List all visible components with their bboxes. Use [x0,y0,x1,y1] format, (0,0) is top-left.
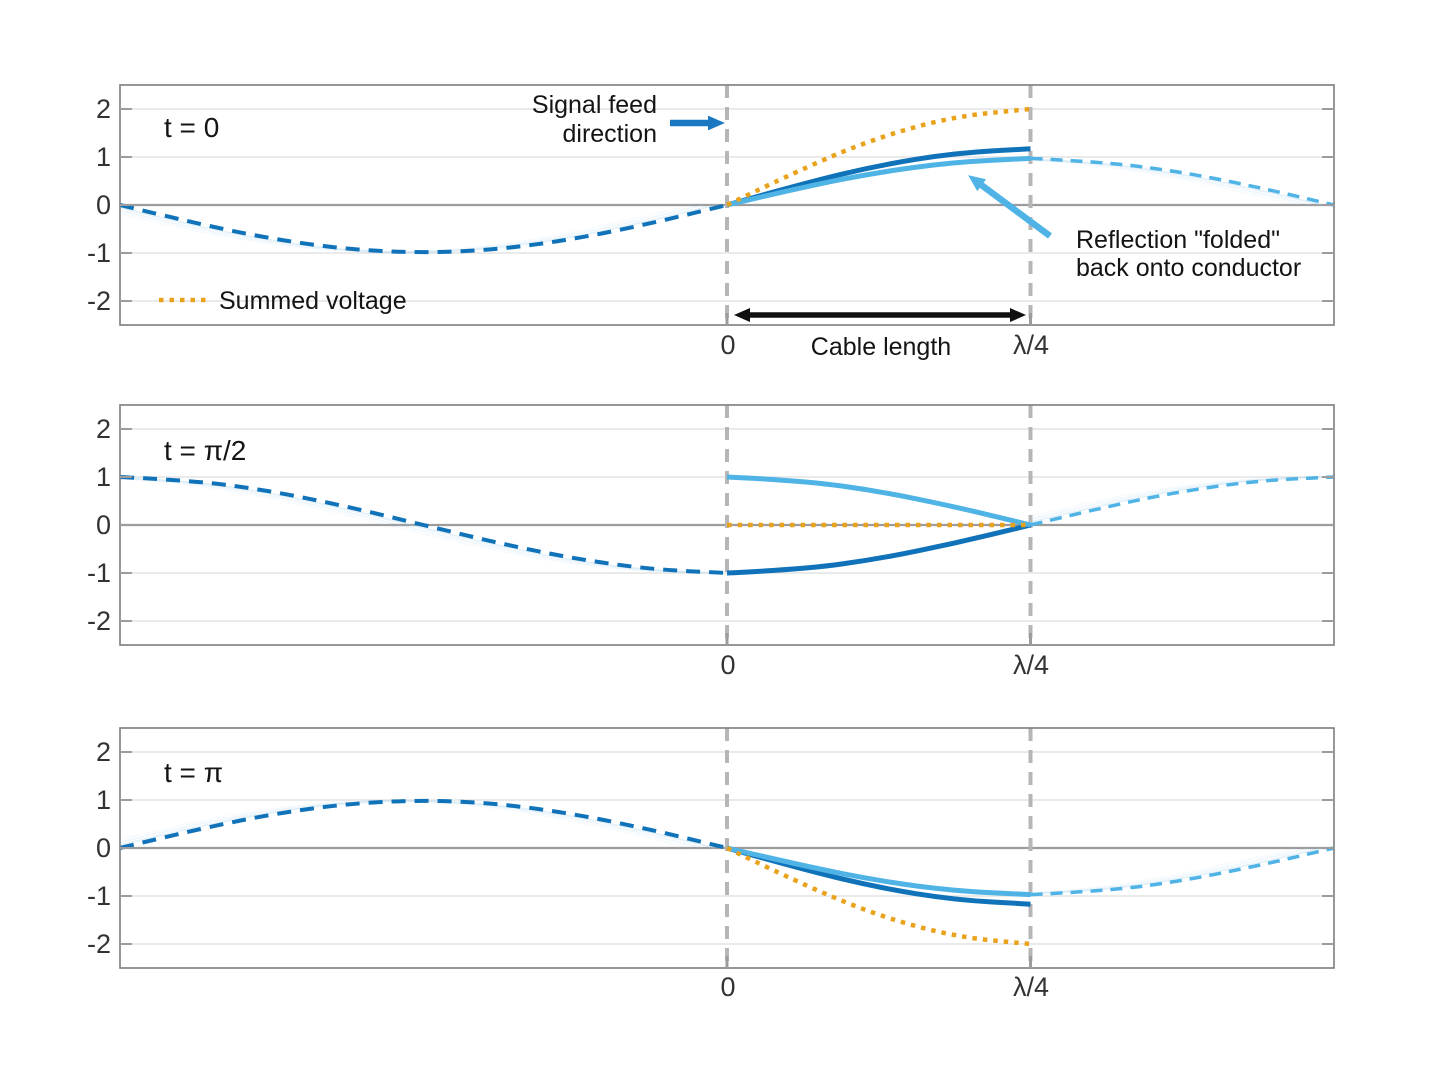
virtual-curve [1030,475,1335,527]
panel-0 [119,84,1335,326]
y-tick-label: 1 [96,142,111,172]
x-tick-label-zero: 0 [720,650,735,680]
wave-trail [1030,847,1311,895]
reflection-label-line1: Reflection "folded" [1076,226,1280,254]
virtual-curve [1030,156,1335,207]
y-tick-label: 0 [96,510,111,540]
x-tick-label-quarter-lambda: λ/4 [1013,650,1049,680]
incident-curve [119,203,728,255]
wave-trail [120,204,716,253]
waveform-plots [119,84,1335,969]
reflection-arrow-icon [968,175,1052,239]
virtual-curve [1030,846,1335,897]
y-tick-label: -2 [87,929,111,959]
x-tick-label-quarter-lambda: λ/4 [1013,972,1049,1002]
wave-trail [120,800,692,849]
y-tick-label: -1 [87,881,111,911]
panel-2 [119,727,1335,969]
time-label-t-pi: t = π [164,757,223,788]
wave-trail [120,204,692,253]
reflection-curve [726,474,1032,528]
wave-trail [1030,159,1299,206]
sum-curve [726,845,1031,947]
y-tick-label: -2 [87,606,111,636]
signal-feed-label-line1: Signal feed [532,91,657,119]
y-tick-label: 2 [96,94,111,124]
wave-trail [1030,158,1311,206]
y-tick-label: 2 [96,414,111,444]
incident-curve [119,798,728,850]
incident-curve [119,475,728,575]
time-label-t-pi-over-2: t = π/2 [164,435,246,466]
y-tick-label: -1 [87,558,111,588]
time-label-t0: t = 0 [164,112,219,143]
wave-trail [1030,476,1299,518]
summed-voltage-legend-label: Summed voltage [219,287,407,315]
reflection-curve [726,845,1031,898]
reflection-label-line2: back onto conductor [1076,254,1301,282]
x-tick-label-quarter-lambda: λ/4 [1013,330,1049,360]
y-tick-label: 1 [96,785,111,815]
y-tick-label: -2 [87,286,111,316]
y-tick-label: 0 [96,190,111,220]
signal-feed-label-line2: direction [563,120,658,148]
y-tick-label: 0 [96,833,111,863]
y-tick-label: 2 [96,737,111,767]
forward-curve [726,522,1032,576]
wave-trail [120,478,692,574]
wave-trail [1030,476,1323,524]
wave-trail [120,477,704,574]
reflection-curve [726,155,1031,208]
forward-curve [726,845,1031,907]
x-tick-label-zero: 0 [720,972,735,1002]
panel-1 [119,404,1335,646]
y-tick-label: 1 [96,462,111,492]
x-tick-label-zero: 0 [720,330,735,360]
forward-curve [726,146,1031,208]
wave-trail [1030,476,1311,521]
sum-curve [726,106,1031,208]
wave-trail [120,800,716,849]
cable-length-label: Cable length [811,333,951,361]
y-tick-label: -1 [87,238,111,268]
wave-trail [1030,847,1299,894]
